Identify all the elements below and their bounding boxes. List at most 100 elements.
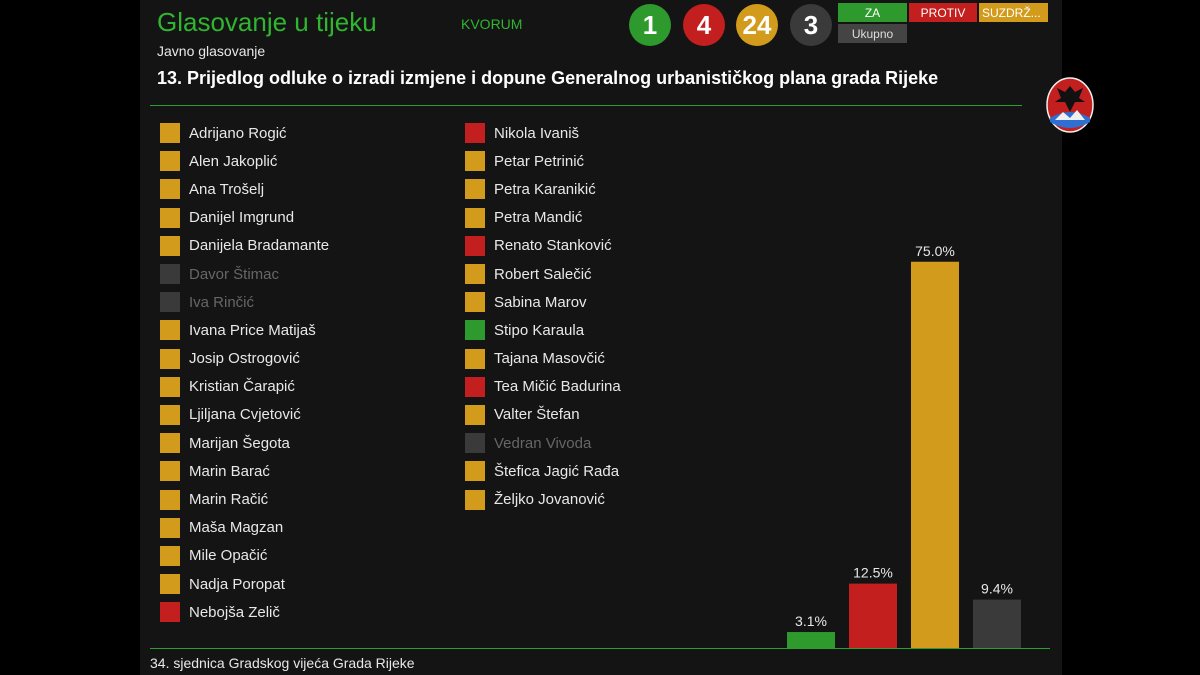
vote-status-swatch (160, 376, 180, 397)
voter-name: Marijan Šegota (189, 434, 290, 452)
header-divider (150, 105, 1022, 106)
session-footer: 34. sjednica Gradskog vijeća Grada Rijek… (150, 655, 415, 671)
voter-row: Danijela Bradamante (160, 232, 329, 260)
legend-suzdrzan: SUZDRŽ... (979, 3, 1048, 22)
voting-screen (140, 0, 1062, 675)
vote-status-swatch (160, 404, 180, 425)
voter-name: Ana Trošelj (189, 180, 265, 198)
voter-name: Kristian Čarapić (189, 378, 295, 396)
vote-status-swatch (465, 348, 485, 369)
voter-row: Nadja Poropat (160, 570, 329, 598)
voter-row: Renato Stanković (465, 232, 621, 260)
voter-list-left: Adrijano Rogić Alen Jakoplić Ana Trošelj Da… (160, 119, 329, 626)
voter-name: Petra Karanikić (494, 180, 596, 198)
voter-name: Štefica Jagić Rađa (494, 462, 620, 480)
voter-row: Adrijano Rogić (160, 119, 329, 147)
count-protiv-badge: 4 (683, 4, 725, 46)
voter-row: Alen Jakoplić (160, 147, 329, 175)
legend-ukupno: Ukupno (838, 24, 907, 43)
voter-row: Ljiljana Cvjetović (160, 401, 329, 429)
voter-name: Alen Jakoplić (189, 152, 278, 170)
motion-title: 13. Prijedlog odluke o izradi izmjene i … (157, 68, 939, 88)
voter-name: Nikola Ivaniš (494, 124, 580, 142)
voter-row: Vedran Vivoda (465, 429, 621, 457)
voter-name: Adrijano Rogić (189, 124, 287, 142)
voter-row: Marijan Šegota (160, 429, 329, 457)
voter-row: Valter Štefan (465, 401, 621, 429)
vote-status-swatch (465, 179, 485, 200)
voter-row: Kristian Čarapić (160, 373, 329, 401)
voter-row: Nikola Ivaniš (465, 119, 621, 147)
vote-status-swatch (160, 207, 180, 228)
voter-row: Nebojša Zelič (160, 598, 329, 626)
vote-status-swatch (160, 264, 180, 285)
vote-status-swatch (465, 320, 485, 341)
voter-name: Josip Ostrogović (189, 350, 300, 368)
page-title: Glasovanje u tijeku (157, 7, 377, 37)
voter-row: Ana Trošelj (160, 175, 329, 203)
voter-name: Željko Jovanović (494, 491, 605, 509)
vote-status-swatch (465, 292, 485, 313)
vote-status-swatch (160, 574, 180, 595)
vote-status-swatch (160, 151, 180, 172)
vote-status-swatch (465, 433, 485, 454)
vote-status-swatch (465, 376, 485, 397)
voter-row: Danijel Imgrund (160, 204, 329, 232)
voter-name: Ljiljana Cvjetović (189, 406, 301, 424)
voter-row: Ivana Price Matijaš (160, 316, 329, 344)
voter-name: Tajana Masovčić (494, 350, 605, 368)
voter-row: Petar Petrinić (465, 147, 621, 175)
vote-status-swatch (160, 517, 180, 538)
voter-row: Stipo Karaula (465, 316, 621, 344)
voter-name: Marin Račić (189, 491, 269, 509)
voter-row: Davor Štimac (160, 260, 329, 288)
vote-status-swatch (160, 348, 180, 369)
vote-status-swatch (465, 151, 485, 172)
voter-name: Petra Mandić (494, 209, 583, 227)
voter-name: Davor Štimac (189, 265, 280, 283)
voter-name: Valter Štefan (494, 406, 580, 424)
voter-row: Josip Ostrogović (160, 345, 329, 373)
vote-status-swatch (160, 123, 180, 144)
voter-row: Petra Karanikić (465, 175, 621, 203)
vote-status-swatch (465, 461, 485, 482)
voter-name: Iva Rinčić (189, 293, 255, 311)
voter-name: Nadja Poropat (189, 575, 285, 593)
voter-row: Tajana Masovčić (465, 345, 621, 373)
vote-status-swatch (465, 404, 485, 425)
voter-name: Robert Salečić (494, 265, 592, 283)
voter-name: Ivana Price Matijaš (189, 321, 316, 339)
vote-status-swatch (160, 489, 180, 510)
vote-status-swatch (465, 235, 485, 256)
voter-name: Stipo Karaula (494, 321, 585, 339)
count-ukupno-badge: 3 (790, 4, 832, 46)
voter-row: Marin Račić (160, 485, 329, 513)
voter-name: Vedran Vivoda (494, 434, 592, 452)
voter-row: Marin Barać (160, 457, 329, 485)
voter-name: Nebojša Zelič (189, 603, 280, 621)
count-za-badge: 1 (629, 4, 671, 46)
footer-divider (150, 648, 1050, 649)
voter-row: Robert Salečić (465, 260, 621, 288)
vote-status-swatch (160, 461, 180, 482)
voter-row: Željko Jovanović (465, 485, 621, 513)
voter-row: Štefica Jagić Rađa (465, 457, 621, 485)
quorum-indicator: KVORUM (461, 16, 523, 32)
voter-name: Danijela Bradamante (189, 237, 330, 255)
rijeka-crest-icon (1046, 77, 1094, 133)
voter-name: Maša Magzan (189, 519, 284, 537)
vote-status-swatch (160, 292, 180, 313)
voter-name: Danijel Imgrund (189, 209, 295, 227)
vote-status-swatch (160, 545, 180, 566)
voter-list-right: Nikola Ivaniš Petar Petrinić Petra Karanik… (465, 119, 621, 514)
vote-status-swatch (160, 433, 180, 454)
vote-status-swatch (160, 179, 180, 200)
voter-row: Maša Magzan (160, 514, 329, 542)
voter-name: Renato Stanković (494, 237, 612, 255)
count-suzdrzan-badge: 24 (736, 4, 778, 46)
voter-row: Tea Mičić Badurina (465, 373, 621, 401)
voter-row: Petra Mandić (465, 204, 621, 232)
vote-status-swatch (160, 602, 180, 623)
voter-name: Tea Mičić Badurina (494, 378, 621, 396)
vote-status-swatch (465, 489, 485, 510)
